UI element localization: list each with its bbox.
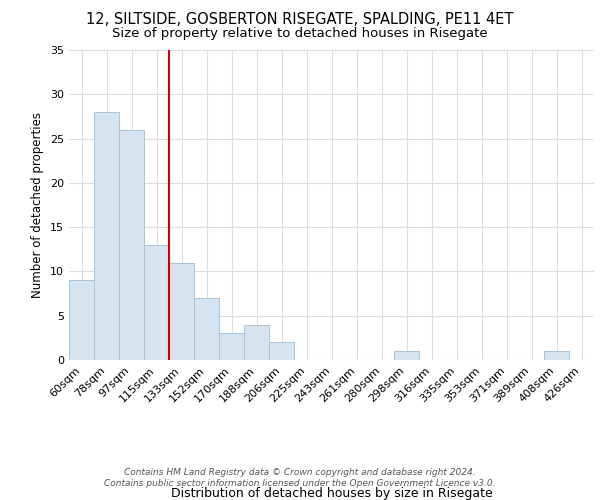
Bar [219,334,244,360]
Bar [269,342,294,360]
Bar [69,280,94,360]
Text: 12, SILTSIDE, GOSBERTON RISEGATE, SPALDING, PE11 4ET: 12, SILTSIDE, GOSBERTON RISEGATE, SPALDI… [86,12,514,28]
Bar [144,245,169,360]
Bar [119,130,144,360]
Bar [244,324,269,360]
Text: Contains HM Land Registry data © Crown copyright and database right 2024.
Contai: Contains HM Land Registry data © Crown c… [104,468,496,487]
Bar [194,298,219,360]
Y-axis label: Number of detached properties: Number of detached properties [31,112,44,298]
Bar [544,351,569,360]
X-axis label: Distribution of detached houses by size in Risegate: Distribution of detached houses by size … [170,487,493,500]
Bar [394,351,419,360]
Bar [94,112,119,360]
Text: Size of property relative to detached houses in Risegate: Size of property relative to detached ho… [112,28,488,40]
Bar [169,262,194,360]
